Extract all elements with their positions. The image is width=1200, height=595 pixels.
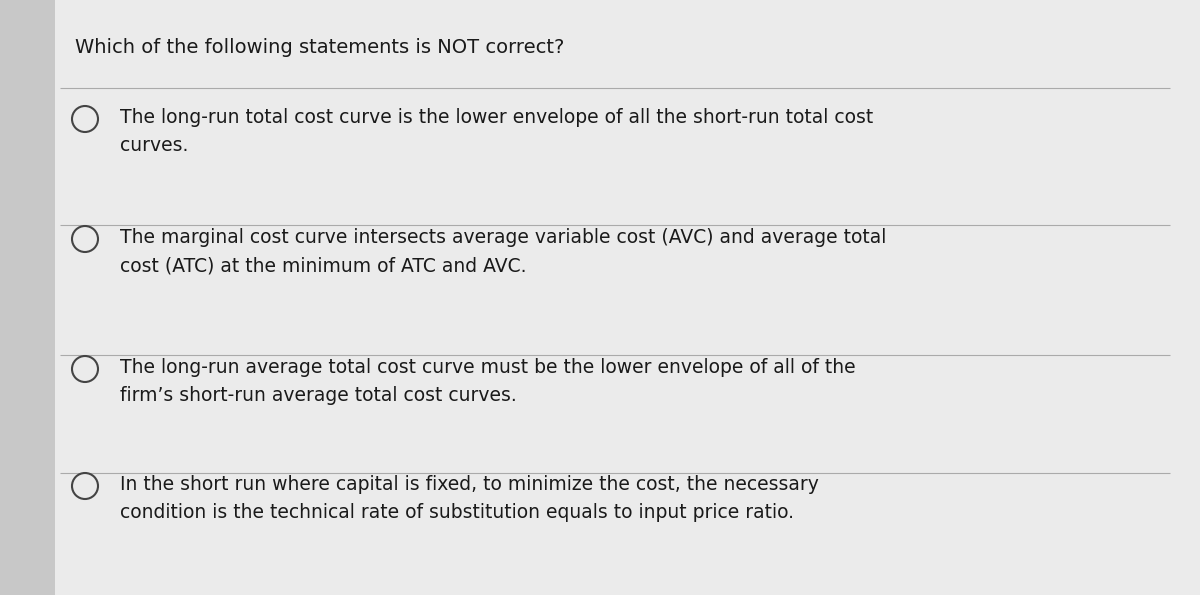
Bar	[0, 0, 55, 595]
Text: The long-run total cost curve is the lower envelope of all the short-run total c: The long-run total cost curve is the low…	[120, 108, 874, 155]
Text: Which of the following statements is NOT correct?: Which of the following statements is NOT…	[74, 38, 564, 57]
Text: The marginal cost curve intersects average variable cost (AVC) and average total: The marginal cost curve intersects avera…	[120, 228, 887, 275]
Text: In the short run where capital is fixed, to minimize the cost, the necessary
con: In the short run where capital is fixed,…	[120, 475, 818, 522]
Text: The long-run average total cost curve must be the lower envelope of all of the
f: The long-run average total cost curve mu…	[120, 358, 856, 405]
